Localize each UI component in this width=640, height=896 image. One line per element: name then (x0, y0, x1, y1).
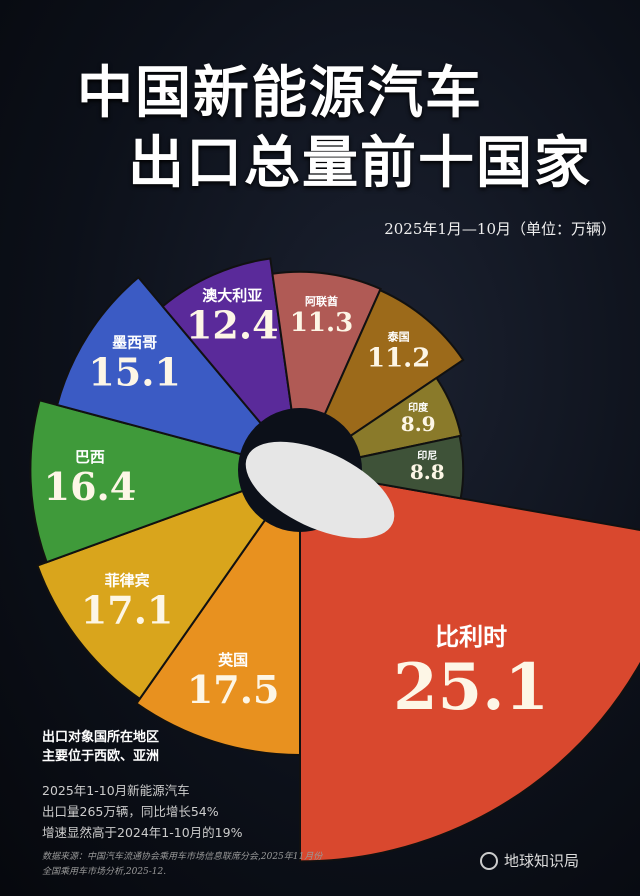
category-label: 比利时 (435, 623, 507, 651)
category-label: 阿联酋 (305, 294, 338, 308)
note-line: 2025年1-10月新能源汽车 (42, 783, 190, 798)
wedge-巴西 (29, 398, 304, 564)
car-image (245, 441, 395, 539)
brand-name: 地球知识局 (504, 852, 580, 870)
wedge-澳大利亚 (161, 257, 302, 474)
category-label: 菲律宾 (105, 572, 150, 590)
category-label: 英国 (218, 651, 248, 669)
category-label: 泰国 (387, 330, 410, 344)
brand: 地球知识局 (480, 850, 579, 871)
category-label: 墨西哥 (112, 334, 157, 352)
note-heading-1: 出口对象国所在地区 (42, 730, 160, 745)
value-label: 8.8 (410, 460, 445, 484)
source-line: 数据来源：中国汽车流通协会乘用车市场信息联席分会,2025年11月份 (42, 852, 323, 862)
value-label: 16.4 (44, 464, 137, 509)
note-line: 出口量265万辆，同比增长54% (42, 804, 219, 819)
value-label: 17.5 (187, 667, 280, 712)
value-label: 12.4 (186, 303, 279, 348)
source-note: 数据来源：中国汽车流通协会乘用车市场信息联席分会,2025年11月份 全国乘用车… (42, 850, 322, 880)
value-label: 8.9 (401, 412, 436, 436)
wedge-英国 (135, 466, 301, 757)
globe-logo-icon (480, 851, 498, 870)
region-note: 出口对象国所在地区 主要位于西欧、亚洲 (42, 728, 159, 766)
value-label: 11.3 (290, 308, 353, 338)
wedge-墨西哥 (55, 276, 303, 472)
value-label: 17.1 (81, 588, 174, 633)
title-line2: 出口总量前十国家 (128, 130, 592, 196)
wedge-印尼 (299, 434, 465, 500)
category-label: 印度 (408, 401, 429, 414)
wedge-比利时 (299, 468, 640, 863)
value-label: 15.1 (88, 350, 181, 395)
category-label: 印尼 (417, 450, 437, 462)
note-heading-2: 主要位于西欧、亚洲 (42, 749, 160, 764)
category-label: 巴西 (75, 448, 105, 466)
subtitle: 2025年1月—10月（单位：万辆） (384, 220, 616, 238)
category-label: 澳大利亚 (202, 287, 262, 305)
value-label: 11.2 (367, 344, 430, 374)
title-line1: 中国新能源汽车 (77, 60, 483, 126)
value-label: 25.1 (393, 650, 549, 725)
source-line: 全国乘用车市场分析,2025-12. (42, 867, 167, 877)
wedge-菲律宾 (36, 467, 303, 701)
stats-note: 2025年1-10月新能源汽车 出口量265万辆，同比增长54% 增速显然高于2… (42, 780, 242, 843)
note-line: 增速显然高于2024年1-10月的19% (42, 825, 243, 840)
